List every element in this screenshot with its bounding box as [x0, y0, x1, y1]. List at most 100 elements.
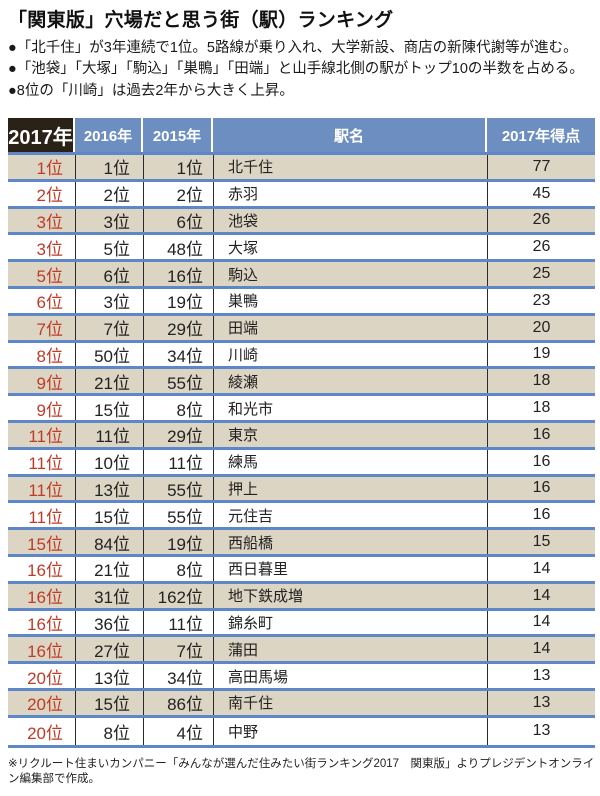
rank-2017-cell: 9位	[36, 400, 63, 420]
rank-2017-cell: 15位	[27, 534, 63, 554]
rank-2016-cell: 15位	[75, 690, 143, 715]
rank-2017-cell: 11位	[28, 480, 63, 500]
ranking-table: 2017年 2016年 2015年 駅名 2017年得点 1位 1位 1位 北千…	[8, 118, 595, 748]
station-name-cell: 練馬	[213, 449, 487, 474]
score-cell: 26	[487, 208, 595, 233]
station-name-cell: 高田馬場	[213, 664, 487, 688]
header-cell-2016: 2016年	[75, 118, 143, 152]
rank-2015-cell: 55位	[143, 503, 213, 528]
rank-2016-cell: 2位	[75, 181, 143, 206]
table-row: 11位 13位 55位 押上 16	[8, 476, 595, 504]
table-row: 3位 3位 6位 池袋 26	[8, 208, 595, 236]
rank-2015-cell: 4位	[143, 717, 213, 745]
header-cell-station: 駅名	[213, 118, 487, 152]
table-row: 20位 8位 4位 中野 13	[8, 717, 595, 745]
table-header-row: 2017年 2016年 2015年 駅名 2017年得点	[8, 118, 595, 155]
station-name-cell: 蒲田	[213, 637, 487, 662]
rank-2015-cell: 16位	[143, 262, 213, 286]
score-cell: 77	[487, 155, 595, 179]
summary-bullet-2: ●「池袋」「大塚」「駒込」「巣鴨」「田端」と山手線北側の駅がトップ10の半数を占…	[8, 61, 584, 78]
table-row: 5位 6位 16位 駒込 25	[8, 262, 595, 289]
rank-2015-cell: 19位	[143, 288, 213, 313]
rank-2016-cell: 11位	[75, 422, 143, 447]
score-cell: 14	[487, 637, 595, 662]
rank-2016-cell: 6位	[75, 262, 143, 286]
score-cell: 23	[487, 288, 595, 313]
rank-2016-cell: 15位	[75, 503, 143, 528]
rank-2017-cell: 11位	[28, 507, 63, 527]
score-cell: 14	[487, 556, 595, 581]
score-cell: 45	[487, 181, 595, 206]
score-cell: 16	[487, 503, 595, 528]
summary-bullets: ●「北千住」が3年連続で1位。5路線が乗り入れ、大学新設、商店の新陳代謝等が進む…	[8, 38, 596, 102]
rank-2015-cell: 1位	[143, 155, 213, 179]
table-row: 9位 15位 8位 和光市 18	[8, 396, 595, 423]
station-name-cell: 和光市	[213, 396, 487, 420]
score-cell: 13	[487, 717, 595, 745]
rank-2016-cell: 50位	[75, 342, 143, 367]
station-name-cell: 西船橋	[213, 530, 487, 554]
rank-2015-cell: 8位	[143, 556, 213, 581]
station-name-cell: 大塚	[213, 235, 487, 260]
rank-2017-cell: 9位	[36, 373, 63, 393]
rank-2016-cell: 3位	[75, 288, 143, 313]
score-cell: 13	[487, 690, 595, 715]
rank-2017-cell: 8位	[36, 346, 63, 366]
station-name-cell: 錦糸町	[213, 610, 487, 635]
score-cell: 16	[487, 449, 595, 474]
rank-2015-cell: 34位	[143, 342, 213, 367]
station-name-cell: 田端	[213, 315, 487, 340]
table-row: 8位 50位 34位 川崎 19	[8, 342, 595, 370]
table-row: 3位 5位 48位 大塚 26	[8, 235, 595, 263]
station-name-cell: 東京	[213, 422, 487, 447]
rank-2015-cell: 55位	[143, 369, 213, 394]
header-cell-2015: 2015年	[143, 118, 213, 152]
station-name-cell: 駒込	[213, 262, 487, 286]
rank-2017-cell: 3位	[36, 213, 63, 232]
rank-2016-cell: 13位	[75, 664, 143, 688]
rank-2017-cell: 7位	[36, 320, 63, 340]
rank-2017-cell: 20位	[27, 723, 63, 743]
rank-2015-cell: 6位	[143, 208, 213, 233]
rank-2016-cell: 21位	[75, 556, 143, 581]
table-row: 16位 21位 8位 西日暮里 14	[8, 556, 595, 584]
rank-2017-cell: 5位	[36, 266, 63, 286]
rank-2015-cell: 11位	[143, 449, 213, 474]
score-cell: 20	[487, 315, 595, 340]
rank-2016-cell: 36位	[75, 610, 143, 635]
table-row: 16位 27位 7位 蒲田 14	[8, 637, 595, 665]
station-name-cell: 西日暮里	[213, 556, 487, 581]
score-cell: 26	[487, 235, 595, 260]
table-row: 20位 13位 34位 高田馬場 13	[8, 664, 595, 691]
station-name-cell: 北千住	[213, 155, 487, 179]
table-row: 16位 36位 11位 錦糸町 14	[8, 610, 595, 638]
station-name-cell: 綾瀬	[213, 369, 487, 394]
rank-2017-cell: 2位	[36, 186, 63, 206]
score-cell: 14	[487, 610, 595, 635]
rank-2017-cell: 11位	[28, 454, 63, 474]
score-cell: 16	[487, 476, 595, 501]
rank-2016-cell: 8位	[75, 717, 143, 745]
rank-2015-cell: 34位	[143, 664, 213, 688]
rank-2017-cell: 16位	[27, 588, 63, 608]
rank-2015-cell: 48位	[143, 235, 213, 260]
rank-2017-cell: 16位	[27, 561, 63, 581]
score-cell: 13	[487, 664, 595, 688]
rank-2017-cell: 11位	[28, 427, 63, 447]
rank-2016-cell: 10位	[75, 449, 143, 474]
rank-2016-cell: 31位	[75, 583, 143, 608]
summary-bullet-1: ●「北千住」が3年連続で1位。5路線が乗り入れ、大学新設、商店の新陳代謝等が進む…	[8, 40, 578, 56]
station-name-cell: 川崎	[213, 342, 487, 367]
table-row: 16位 31位 162位 地下鉄成増 14	[8, 583, 595, 611]
rank-2015-cell: 29位	[143, 422, 213, 447]
rank-2016-cell: 1位	[75, 155, 143, 179]
table-row: 1位 1位 1位 北千住 77	[8, 155, 595, 182]
score-cell: 18	[487, 369, 595, 394]
station-name-cell: 南千住	[213, 690, 487, 715]
station-name-cell: 元住吉	[213, 503, 487, 528]
rank-2017-cell: 16位	[27, 614, 63, 634]
table-row: 2位 2位 2位 赤羽 45	[8, 181, 595, 209]
table-row: 11位 11位 29位 東京 16	[8, 422, 595, 450]
source-footnote: ※リクルート住まいカンパニー「みんなが選んだ住みたい街ランキング2017 関東版…	[8, 758, 595, 785]
station-name-cell: 中野	[213, 717, 487, 745]
